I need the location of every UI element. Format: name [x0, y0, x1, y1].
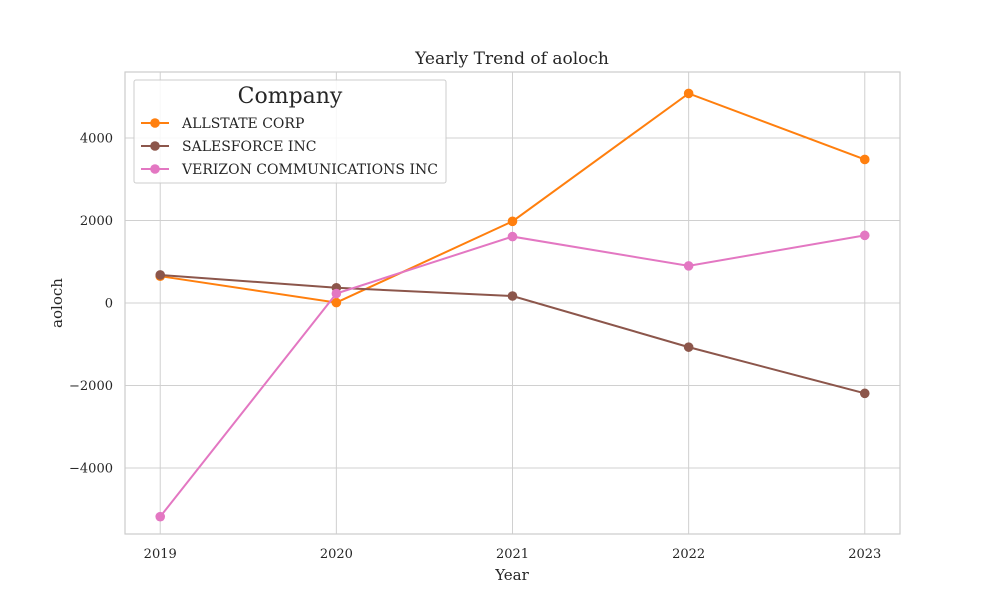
- y-tick-label: 2000: [80, 214, 113, 229]
- x-tick-labels: 2019 2020 2021 2022 2023: [144, 547, 882, 562]
- data-point: [859, 230, 870, 241]
- data-point: [683, 261, 694, 271]
- x-tick-label: 2021: [496, 547, 529, 562]
- data-point: [331, 297, 342, 308]
- legend-entries: ALLSTATE CORP SALESFORCE INC VERIZON COMMU…: [141, 116, 438, 178]
- y-tick-label: 4000: [80, 132, 113, 147]
- y-tick-labels: −4000 −2000 0 2000 4000: [69, 132, 113, 477]
- x-axis-title: Year: [494, 566, 529, 584]
- data-point: [507, 216, 518, 227]
- y-tick-label: −2000: [69, 379, 113, 394]
- data-point: [859, 388, 870, 399]
- x-tick-label: 2022: [672, 547, 705, 562]
- y-axis-title: aoloch: [48, 278, 66, 328]
- x-tick-label: 2020: [320, 547, 353, 562]
- series-layer: [155, 88, 870, 522]
- data-point: [155, 270, 166, 280]
- data-point: [331, 288, 342, 299]
- legend-entry: SALESFORCE INC: [141, 139, 316, 155]
- data-point: [683, 88, 694, 99]
- y-tick-label: −4000: [69, 462, 113, 477]
- y-tick-label: 0: [105, 297, 113, 312]
- legend-label: VERIZON COMMUNICATIONS INC: [181, 162, 438, 178]
- legend-label: SALESFORCE INC: [182, 139, 316, 155]
- legend-entry: ALLSTATE CORP: [141, 116, 304, 132]
- legend-box: [133, 79, 447, 184]
- legend-swatch-marker: [150, 141, 160, 151]
- legend-swatch-marker: [150, 118, 160, 128]
- series-2: [155, 230, 870, 522]
- chart-title: Yearly Trend of aoloch: [414, 49, 609, 69]
- x-tick-label: 2023: [848, 547, 881, 562]
- legend-swatch-marker: [150, 164, 160, 174]
- data-point: [683, 342, 694, 352]
- data-point: [507, 291, 518, 301]
- data-point: [859, 154, 870, 165]
- legend-label: ALLSTATE CORP: [181, 116, 304, 132]
- data-point: [155, 511, 166, 522]
- legend-entry: VERIZON COMMUNICATIONS INC: [141, 162, 438, 178]
- x-tick-label: 2019: [144, 547, 177, 562]
- legend-title: Company: [238, 84, 343, 109]
- plot-frame: [124, 71, 901, 535]
- legend: Company ALLSTATE CORP SALESFORCE INC VERIZ…: [133, 79, 447, 184]
- data-point: [507, 231, 518, 242]
